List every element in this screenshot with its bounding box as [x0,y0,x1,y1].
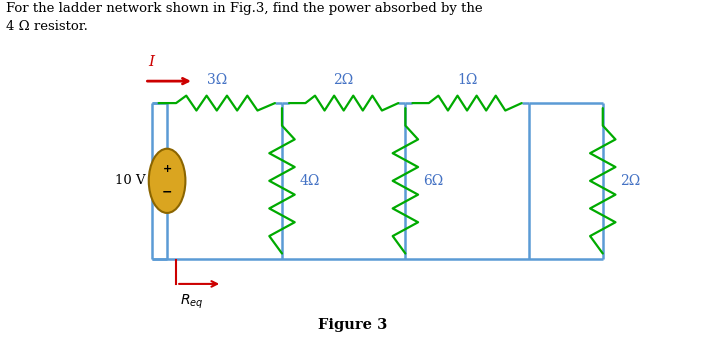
Text: 2Ω: 2Ω [620,174,641,188]
Text: 1Ω: 1Ω [457,73,477,87]
Text: 10 V: 10 V [115,174,145,187]
Text: +: + [162,164,172,174]
Text: 4 Ω resistor.: 4 Ω resistor. [6,20,87,33]
Text: Figure 3: Figure 3 [318,318,387,332]
Text: I: I [149,55,154,69]
Text: $R_{eq}$: $R_{eq}$ [180,292,203,311]
Text: 3Ω: 3Ω [207,73,227,87]
Text: 6Ω: 6Ω [423,174,443,188]
Text: 2Ω: 2Ω [333,73,354,87]
Text: −: − [162,186,172,199]
Text: For the ladder network shown in Fig.3, find the power absorbed by the: For the ladder network shown in Fig.3, f… [6,2,482,15]
Text: 4Ω: 4Ω [300,174,320,188]
Ellipse shape [149,149,185,213]
